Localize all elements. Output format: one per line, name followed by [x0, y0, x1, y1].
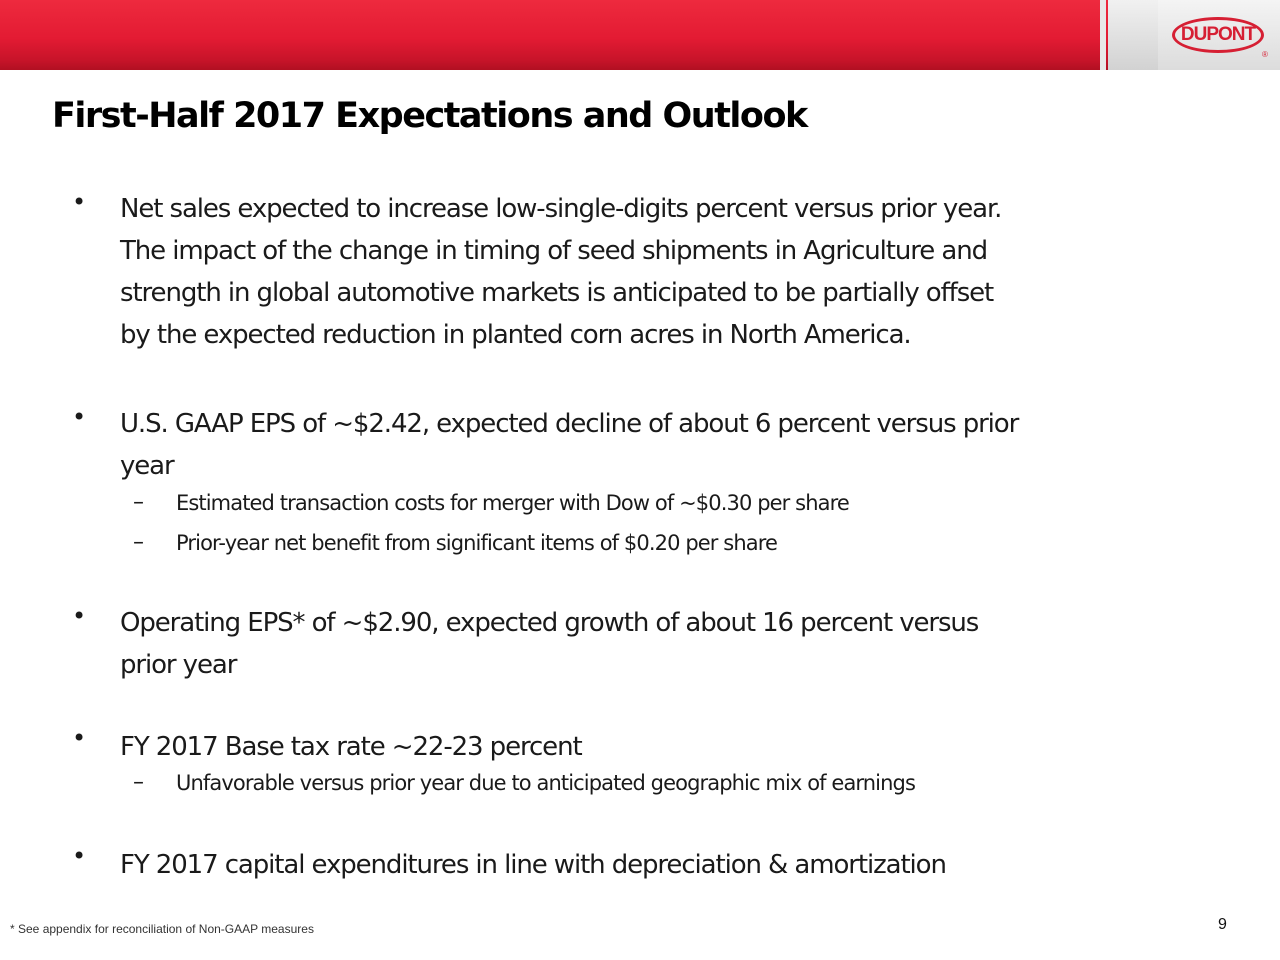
bullet-line: Operating EPS* of ~$2.90, expected growt…: [120, 608, 979, 638]
bullet-marker: •: [72, 842, 87, 870]
bullet-marker: •: [72, 403, 87, 431]
bullet-line: FY 2017 Base tax rate ~22-23 percent: [120, 732, 583, 762]
page-number: 9: [1218, 916, 1227, 933]
bullet-line: year: [120, 451, 175, 481]
bullet-line: The impact of the change in timing of se…: [120, 236, 988, 266]
bullet-line: by the expected reduction in planted cor…: [120, 320, 912, 350]
sub-bullet-line: Estimated transaction costs for merger w…: [176, 491, 850, 515]
bullet-line: FY 2017 capital expenditures in line wit…: [120, 850, 947, 880]
header-bar: DUPONT ®: [0, 0, 1280, 70]
dupont-logo: DUPONT: [1172, 17, 1264, 53]
bullet-line: strength in global automotive markets is…: [120, 278, 994, 308]
header-stripe: [1100, 0, 1106, 70]
sub-bullet-marker: –: [133, 770, 144, 795]
footnote: * See appendix for reconciliation of Non…: [10, 922, 314, 936]
logo-text: DUPONT: [1180, 24, 1256, 45]
bullet-marker: •: [72, 188, 87, 216]
bullet-marker: •: [72, 724, 87, 752]
header-stripe: [1108, 0, 1158, 70]
slide-title: First-Half 2017 Expectations and Outlook: [52, 96, 808, 136]
bullet-line: Net sales expected to increase low-singl…: [120, 194, 1002, 224]
logo-area: DUPONT ®: [1158, 0, 1280, 70]
sub-bullet-line: Unfavorable versus prior year due to ant…: [176, 771, 916, 795]
sub-bullet-marker: –: [133, 490, 144, 515]
sub-bullet-line: Prior-year net benefit from significant …: [176, 531, 778, 555]
registered-mark: ®: [1262, 50, 1268, 59]
bullet-line: prior year: [120, 650, 237, 680]
bullet-line: U.S. GAAP EPS of ~$2.42, expected declin…: [120, 409, 1019, 439]
sub-bullet-marker: –: [133, 530, 144, 555]
bullet-marker: •: [72, 602, 87, 630]
